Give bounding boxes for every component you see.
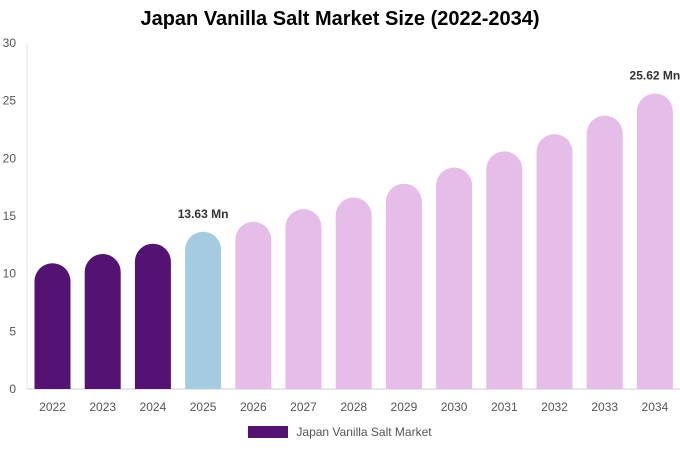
x-tick-label: 2032 — [541, 400, 568, 414]
bar-2022[interactable] — [34, 263, 71, 389]
bar-2032[interactable] — [536, 134, 573, 389]
y-tick-label: 5 — [9, 324, 16, 338]
labels: 2022 2023 2024 2025 2026 2027 2028 2029 2030 2031… — [39, 69, 680, 414]
y-tick-label: 0 — [9, 382, 16, 396]
y-tick-label: 20 — [3, 151, 17, 165]
bar-2026[interactable] — [235, 221, 272, 389]
bar-2029[interactable] — [385, 183, 422, 389]
bar-2024[interactable] — [134, 243, 171, 389]
x-tick-label: 2031 — [491, 400, 518, 414]
legend[interactable]: Japan Vanilla Salt Market — [0, 425, 680, 439]
bar-2030[interactable] — [436, 167, 473, 389]
x-tick-label: 2025 — [190, 400, 217, 414]
bar-2025[interactable] — [185, 231, 222, 389]
bar-2023[interactable] — [84, 254, 121, 389]
x-tick-label: 2034 — [642, 400, 669, 414]
x-tick-label: 2022 — [39, 400, 66, 414]
bars — [34, 93, 673, 390]
x-tick-label: 2023 — [89, 400, 116, 414]
x-tick-label: 2028 — [340, 400, 367, 414]
x-tick-label: 2030 — [441, 400, 468, 414]
bar-2034[interactable] — [636, 93, 673, 390]
y-tick-label: 25 — [3, 94, 17, 108]
data-label-2034: 25.62 Mn — [630, 69, 680, 83]
legend-label: Japan Vanilla Salt Market — [296, 425, 432, 439]
x-tick-label: 2027 — [290, 400, 317, 414]
bar-2028[interactable] — [335, 197, 372, 389]
y-tick-label: 30 — [3, 36, 17, 50]
bar-2033[interactable] — [586, 115, 623, 389]
bar-2027[interactable] — [285, 209, 322, 389]
y-tick-label: 10 — [3, 267, 17, 281]
x-tick-label: 2029 — [391, 400, 418, 414]
x-tick-label: 2024 — [140, 400, 167, 414]
y-tick-label: 15 — [3, 209, 17, 223]
chart-title: Japan Vanilla Salt Market Size (2022-203… — [140, 8, 540, 30]
data-label-2025: 13.63 Mn — [178, 207, 229, 221]
x-tick-label: 2033 — [591, 400, 618, 414]
legend-swatch — [248, 426, 289, 438]
bar-2031[interactable] — [486, 151, 523, 389]
x-tick-label: 2026 — [240, 400, 267, 414]
